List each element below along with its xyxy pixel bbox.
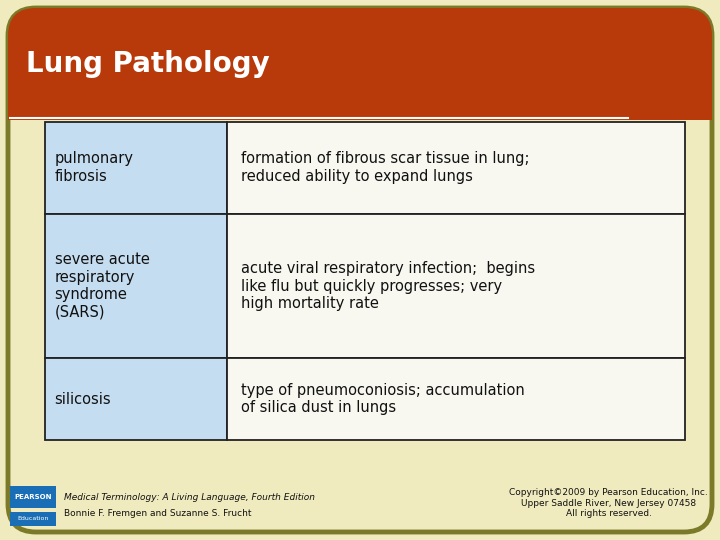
Text: Lung Pathology: Lung Pathology	[26, 50, 270, 78]
Bar	[45, 122, 228, 214]
Text: type of pneumoconiosis; accumulation
of silica dust in lungs: type of pneumoconiosis; accumulation of …	[241, 383, 525, 415]
Text: formation of fibrous scar tissue in lung;
reduced ability to expand lungs: formation of fibrous scar tissue in lung…	[241, 151, 530, 184]
Bar	[10, 486, 56, 508]
Bar	[8, 70, 712, 120]
Text: Education: Education	[17, 516, 49, 522]
Text: Medical Terminology: A Living Language, Fourth Edition: Medical Terminology: A Living Language, …	[64, 492, 315, 502]
Text: pulmonary
fibrosis: pulmonary fibrosis	[55, 151, 134, 184]
FancyBboxPatch shape	[8, 8, 712, 532]
Bar	[228, 122, 685, 214]
Text: severe acute
respiratory
syndrome
(SARS): severe acute respiratory syndrome (SARS)	[55, 253, 150, 320]
FancyBboxPatch shape	[8, 8, 712, 120]
Text: Copyright©2009 by Pearson Education, Inc.
Upper Saddle River, New Jersey 07458
A: Copyright©2009 by Pearson Education, Inc…	[509, 488, 708, 518]
Bar	[10, 512, 56, 526]
Bar	[45, 359, 228, 440]
Bar	[228, 214, 685, 359]
Bar	[228, 359, 685, 440]
Text: acute viral respiratory infection;  begins
like flu but quickly progresses; very: acute viral respiratory infection; begin…	[241, 261, 536, 311]
Bar	[45, 214, 228, 359]
Text: silicosis: silicosis	[55, 392, 112, 407]
Text: Bonnie F. Fremgen and Suzanne S. Frucht: Bonnie F. Fremgen and Suzanne S. Frucht	[64, 509, 251, 517]
Text: PEARSON: PEARSON	[14, 494, 52, 500]
